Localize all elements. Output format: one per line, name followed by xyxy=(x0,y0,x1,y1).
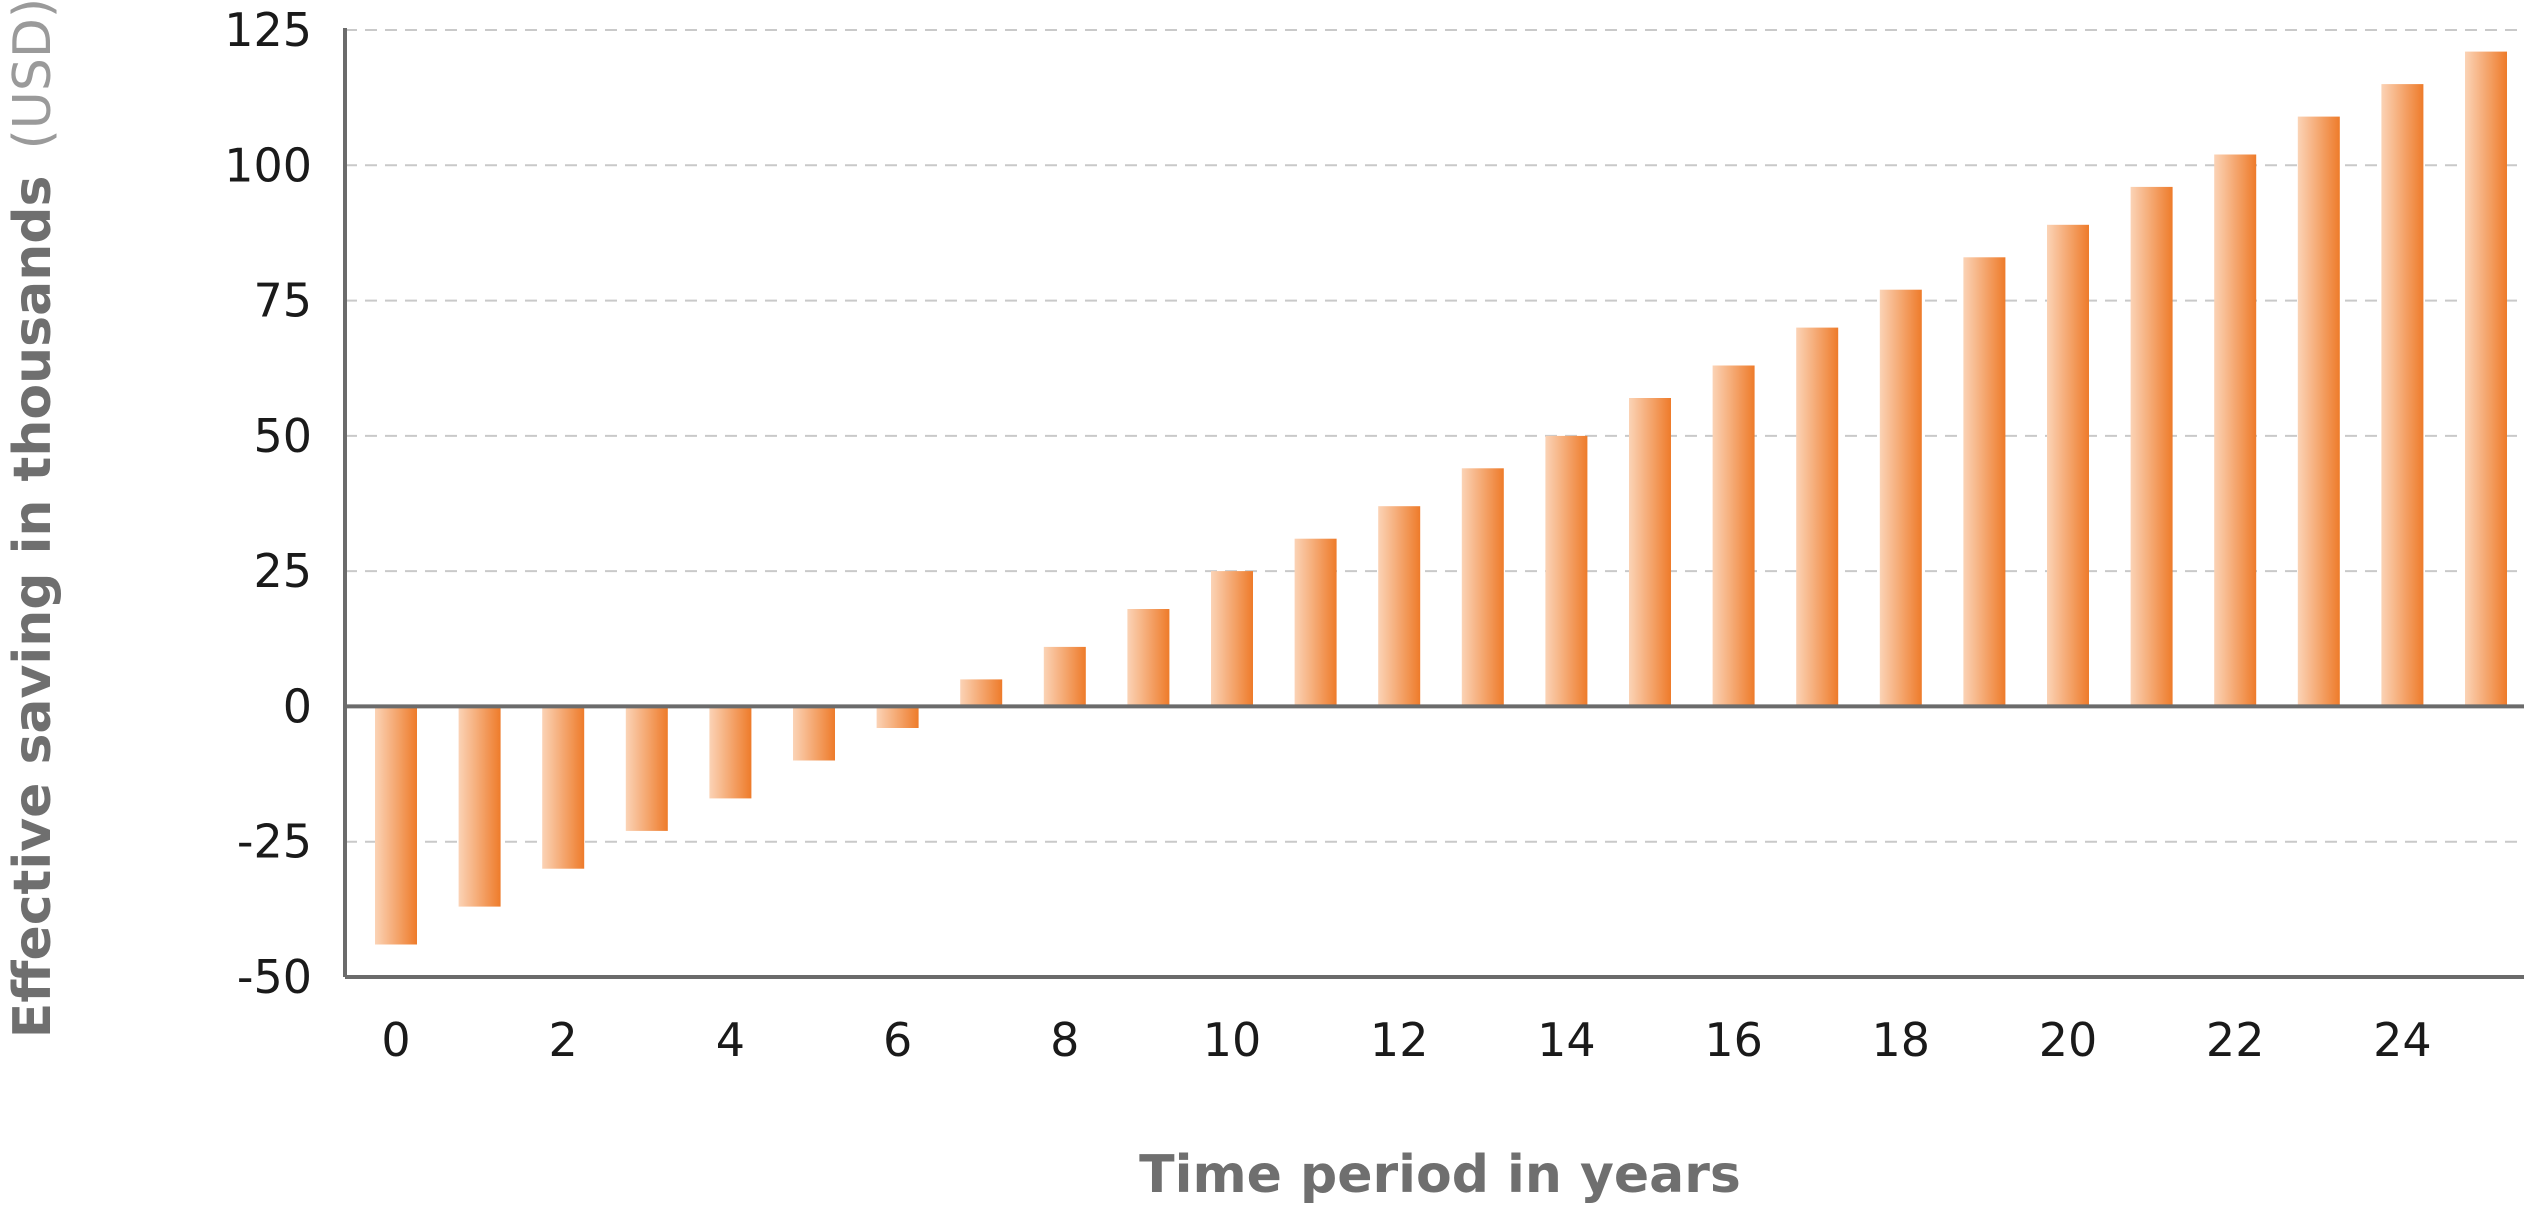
bar-year-21 xyxy=(2130,186,2173,707)
y-tick-label--50: -50 xyxy=(237,950,312,1004)
bar-year-15 xyxy=(1629,398,1671,707)
bar-year-3 xyxy=(625,706,668,831)
x-tick-label-18: 18 xyxy=(1872,1013,1931,1067)
bar-year-25 xyxy=(2465,51,2507,707)
bar-year-20 xyxy=(2047,224,2089,707)
bar-year-22 xyxy=(2214,154,2257,707)
x-tick-label-6: 6 xyxy=(883,1013,912,1067)
bar-year-8 xyxy=(1043,646,1086,707)
y-axis-title-main: Effective saving in thousands xyxy=(3,176,63,1039)
bar-year-16 xyxy=(1712,365,1755,707)
bar-year-2 xyxy=(542,706,585,869)
x-tick-label-4: 4 xyxy=(716,1013,745,1067)
x-tick-label-16: 16 xyxy=(1704,1013,1763,1067)
bar-year-11 xyxy=(1294,538,1337,707)
x-tick-label-22: 22 xyxy=(2206,1013,2265,1067)
bar-year-9 xyxy=(1127,609,1170,707)
x-tick-label-10: 10 xyxy=(1203,1013,1262,1067)
bar-year-1 xyxy=(458,706,501,907)
bar-year-5 xyxy=(793,706,835,761)
axes xyxy=(343,28,2524,979)
y-tick-label-50: 50 xyxy=(253,409,312,463)
bar-year-18 xyxy=(1879,289,1922,707)
y-tick-label-0: 0 xyxy=(283,679,312,733)
x-tick-label-20: 20 xyxy=(2039,1013,2098,1067)
bar-year-0 xyxy=(375,706,417,945)
x-tick-label-14: 14 xyxy=(1537,1013,1596,1067)
x-tick-label-24: 24 xyxy=(2373,1013,2432,1067)
y-axis-title: Effective saving in thousands (USD) xyxy=(3,0,63,1038)
bar-year-23 xyxy=(2297,116,2340,707)
y-axis-title-unit: (USD) xyxy=(3,0,63,149)
bar-year-12 xyxy=(1378,506,1421,707)
bar-year-7 xyxy=(960,679,1003,707)
gridlines xyxy=(345,29,2524,843)
bar-year-10 xyxy=(1211,571,1253,707)
x-tick-label-8: 8 xyxy=(1050,1013,1079,1067)
x-tick-label-0: 0 xyxy=(381,1013,410,1067)
x-tick-labels: 0 2 4 6 8 10 12 14 16 18 20 22 24 xyxy=(381,1013,2431,1067)
bar-year-14 xyxy=(1545,435,1588,707)
x-tick-label-12: 12 xyxy=(1370,1013,1429,1067)
y-tick-label-125: 125 xyxy=(224,3,312,57)
bar-year-6 xyxy=(876,706,919,728)
x-tick-label-2: 2 xyxy=(549,1013,578,1067)
bar-year-24 xyxy=(2381,84,2424,707)
bars xyxy=(375,51,2507,945)
bar-year-19 xyxy=(1963,257,2006,707)
y-tick-label-100: 100 xyxy=(224,138,312,192)
x-axis-title: Time period in years xyxy=(1139,1145,1741,1205)
y-tick-labels: -50 -25 0 25 50 75 100 125 xyxy=(224,3,312,1004)
bar-year-13 xyxy=(1461,468,1504,707)
bar-year-4 xyxy=(709,706,752,799)
y-tick-label-75: 75 xyxy=(253,274,312,328)
y-tick-label-25: 25 xyxy=(253,544,312,598)
bar-year-17 xyxy=(1796,327,1839,707)
y-tick-label--25: -25 xyxy=(237,815,312,869)
